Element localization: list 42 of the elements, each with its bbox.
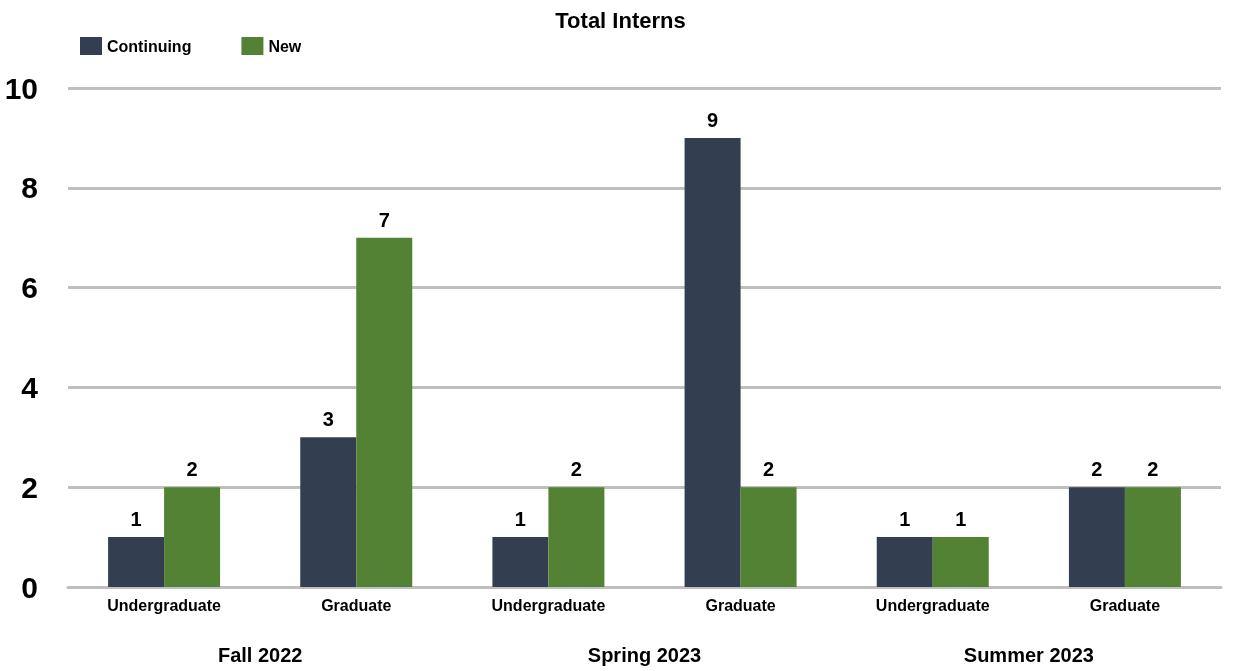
y-tick-label: 10 <box>4 71 38 105</box>
data-label: 2 <box>1091 458 1103 481</box>
chart-title: Total Interns <box>555 7 686 33</box>
data-label: 2 <box>763 458 775 481</box>
bar <box>932 537 989 587</box>
data-label: 1 <box>955 508 967 531</box>
bar <box>492 537 549 587</box>
x-tick-label: Undergraduate <box>491 596 606 614</box>
x-tick-label: Graduate <box>705 596 776 614</box>
data-label: 7 <box>378 208 390 231</box>
bar <box>108 537 165 587</box>
data-label: 1 <box>899 508 911 531</box>
bar <box>300 437 357 587</box>
data-label: 2 <box>570 458 582 481</box>
bar <box>164 487 221 587</box>
bar <box>1068 487 1125 587</box>
x-tick-label: Graduate <box>321 596 392 614</box>
bar <box>356 237 413 587</box>
legend-label: New <box>268 37 302 55</box>
x-tick-label: Graduate <box>1089 596 1161 614</box>
text: Spring 2023 <box>587 644 702 666</box>
y-tick-label: 6 <box>21 271 38 305</box>
data-label: 2 <box>186 458 198 481</box>
x-tick-label: Undergraduate <box>107 596 222 614</box>
legend-label: Continuing <box>107 37 192 55</box>
bar <box>1124 487 1181 587</box>
y-tick-label: 4 <box>21 370 39 404</box>
x-tick-label: Undergraduate <box>875 596 990 614</box>
data-label: 1 <box>514 508 526 531</box>
y-tick-label: 8 <box>21 171 38 205</box>
text: Fall 2022 <box>217 644 303 666</box>
y-tick-label: 2 <box>21 470 38 504</box>
data-label: 1 <box>130 508 142 531</box>
data-label: 3 <box>322 408 334 431</box>
text: Summer 2023 <box>963 644 1094 666</box>
y-tick-label: 0 <box>21 570 38 604</box>
bar <box>548 487 605 587</box>
bar <box>876 537 933 587</box>
bar <box>740 487 797 587</box>
data-label: 2 <box>1147 458 1159 481</box>
bar <box>684 137 741 587</box>
data-label: 9 <box>707 108 719 131</box>
